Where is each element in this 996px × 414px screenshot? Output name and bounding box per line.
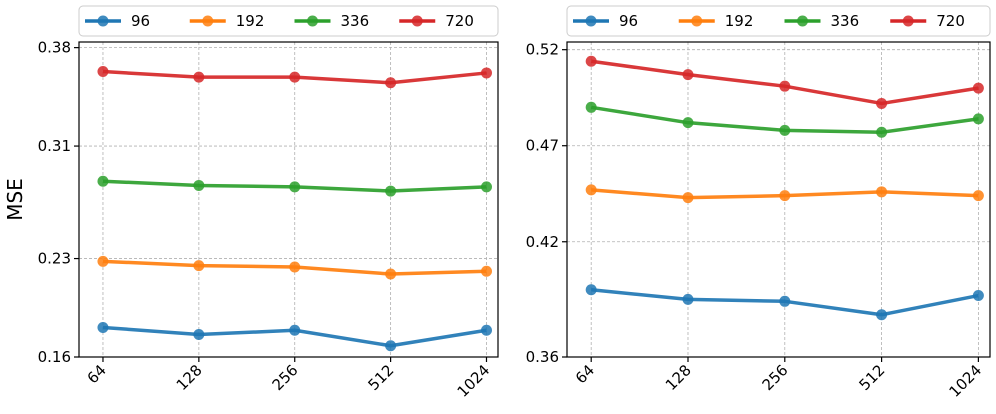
- data-point-336: [385, 185, 397, 197]
- x-tick-label: 512: [364, 361, 397, 394]
- x-tick-label: 1024: [454, 361, 494, 401]
- y-tick-label: 0.38: [38, 39, 71, 57]
- legend-marker-192: [202, 15, 214, 27]
- legend: 96 192 336 720: [566, 5, 991, 37]
- chart-panel-left: 0.16 0.23 0.31 0.38 64 128 256 512 1024 MSE 96 192 3…: [3, 5, 499, 401]
- y-tick-label: 0.52: [526, 41, 559, 59]
- x-tick-label: 128: [662, 361, 695, 394]
- legend-label-336: 336: [341, 12, 370, 30]
- legend-label-96: 96: [619, 12, 638, 30]
- data-point-96: [876, 309, 888, 321]
- data-point-720: [97, 66, 109, 78]
- data-point-192: [779, 190, 791, 202]
- legend-label-336: 336: [831, 12, 860, 30]
- legend: 96 192 336 720: [78, 5, 499, 37]
- data-point-720: [193, 71, 205, 83]
- legend-label-96: 96: [131, 12, 150, 30]
- data-point-96: [193, 329, 205, 340]
- x-tick-label: 64: [84, 361, 110, 387]
- data-point-192: [289, 261, 301, 273]
- data-point-96: [289, 324, 301, 336]
- legend-label-192: 192: [236, 12, 265, 30]
- data-point-192: [385, 268, 397, 280]
- axes-frame: [566, 41, 991, 358]
- y-tick-label: 0.23: [38, 250, 71, 268]
- data-point-720: [385, 77, 397, 89]
- y-tick-label: 0.31: [38, 137, 71, 155]
- legend-marker-720: [902, 15, 914, 27]
- data-point-192: [193, 260, 205, 272]
- legend-box: [78, 5, 499, 37]
- data-point-336: [585, 101, 597, 113]
- data-point-96: [585, 284, 597, 296]
- data-point-96: [385, 340, 397, 352]
- data-point-192: [97, 255, 109, 267]
- legend-marker-720: [411, 15, 423, 27]
- data-point-336: [289, 181, 301, 193]
- data-point-96: [779, 295, 791, 307]
- legend-label-720: 720: [936, 12, 965, 30]
- x-tick-label: 512: [855, 361, 888, 394]
- data-point-336: [876, 126, 888, 138]
- x-tick-label: 64: [572, 361, 598, 387]
- data-point-720: [876, 97, 888, 109]
- data-point-720: [480, 67, 492, 79]
- data-point-336: [97, 175, 109, 187]
- data-point-192: [876, 186, 888, 198]
- data-point-720: [972, 82, 984, 94]
- data-point-336: [193, 179, 205, 191]
- data-point-96: [972, 290, 984, 302]
- data-point-192: [972, 190, 984, 202]
- legend-marker-192: [691, 15, 703, 27]
- legend-label-192: 192: [725, 12, 754, 30]
- data-point-720: [585, 55, 597, 67]
- data-point-720: [289, 71, 301, 83]
- legend-marker-336: [797, 15, 808, 27]
- legend-marker-96: [585, 15, 597, 27]
- data-point-336: [779, 124, 791, 136]
- data-point-192: [682, 192, 694, 204]
- legend-marker-336: [307, 15, 318, 27]
- data-point-336: [480, 181, 492, 193]
- data-point-96: [682, 293, 694, 305]
- y-tick-label: 0.42: [526, 233, 559, 251]
- y-tick-label: 0.47: [526, 137, 559, 155]
- y-tick-label: 0.36: [526, 348, 559, 366]
- y-tick-label: 0.16: [38, 348, 71, 366]
- data-point-336: [972, 113, 984, 125]
- data-point-96: [97, 321, 109, 333]
- data-point-96: [480, 324, 492, 336]
- x-tick-label: 256: [269, 361, 302, 394]
- legend-marker-96: [97, 15, 109, 27]
- axes-frame: [78, 41, 499, 358]
- legend-label-720: 720: [445, 12, 474, 30]
- data-point-192: [480, 265, 492, 277]
- x-tick-label: 256: [759, 361, 792, 394]
- data-point-720: [682, 69, 694, 81]
- data-point-192: [585, 184, 597, 196]
- x-tick-label: 1024: [945, 361, 985, 401]
- legend-box: [566, 5, 991, 37]
- x-tick-label: 128: [173, 361, 206, 394]
- y-axis-label: MSE: [3, 178, 27, 221]
- data-point-336: [682, 117, 694, 129]
- chart-panel-right: 0.36 0.42 0.47 0.52 64 128 256 512 1024 96 192 336 7…: [526, 5, 991, 401]
- data-point-720: [779, 80, 791, 92]
